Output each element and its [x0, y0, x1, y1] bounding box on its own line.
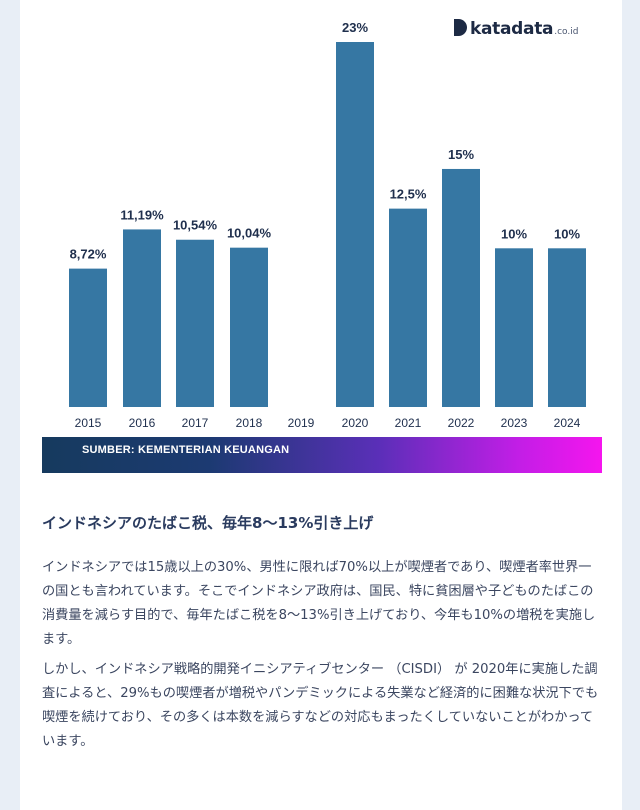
article-title: インドネシアのたばこ税、毎年8〜13%引き上げ	[42, 514, 374, 532]
x-tick-2015: 2015	[75, 416, 102, 430]
data-label-2023: 10%	[501, 226, 527, 241]
x-tick-2020: 2020	[342, 416, 369, 430]
bar-2022	[442, 168, 480, 407]
x-tick-2018: 2018	[236, 416, 263, 430]
data-label-2017: 10,54%	[173, 218, 218, 233]
source-text: SUMBER: KEMENTERIAN KEUANGAN	[82, 444, 290, 456]
x-tick-2023: 2023	[501, 416, 528, 430]
x-tick-2019: 2019	[288, 416, 315, 430]
data-label-2018: 10,04%	[227, 226, 272, 241]
bar-2017	[176, 239, 214, 407]
data-label-2021: 12,5%	[390, 187, 427, 202]
brand-name: katadata	[470, 19, 554, 39]
bar-chart: 8,72% 2015 11,19% 2016 10,54% 2017 10,04% 2018 2…	[69, 20, 586, 430]
katadata-logo-icon	[454, 19, 467, 36]
data-label-2016: 11,19%	[120, 207, 164, 222]
article-paragraph-1: インドネシアでは15歳以上の30%、男性に限れば70%以上が喫煙者であり、喫煙者…	[42, 560, 596, 647]
data-label-2015: 8,72%	[70, 247, 107, 262]
data-label-2020: 23%	[342, 20, 368, 35]
article-paragraph-2: しかし、インドネシア戦略的開発イニシアティブセンター （CISDI） が 202…	[42, 662, 599, 749]
x-tick-2021: 2021	[395, 416, 422, 430]
x-tick-2022: 2022	[448, 416, 475, 430]
bar-2020	[336, 42, 374, 407]
bar-2015	[69, 268, 107, 407]
katadata-logo: katadata .co.id	[454, 17, 578, 43]
source-banner: SUMBER: KEMENTERIAN KEUANGAN	[42, 437, 602, 473]
bar-2018	[230, 247, 268, 407]
x-tick-2016: 2016	[129, 416, 156, 430]
article-body: インドネシアでは15歳以上の30%、男性に限れば70%以上が喫煙者であり、喫煙者…	[42, 556, 602, 760]
brand-tld: .co.id	[554, 27, 579, 37]
data-label-2024: 10%	[554, 226, 580, 241]
bar-2016	[123, 229, 161, 407]
bar-2023	[495, 248, 533, 407]
x-tick-2024: 2024	[554, 416, 581, 430]
bar-2021	[389, 208, 427, 407]
x-tick-2017: 2017	[182, 416, 209, 430]
data-label-2022: 15%	[448, 147, 474, 162]
bar-2024	[548, 248, 586, 407]
